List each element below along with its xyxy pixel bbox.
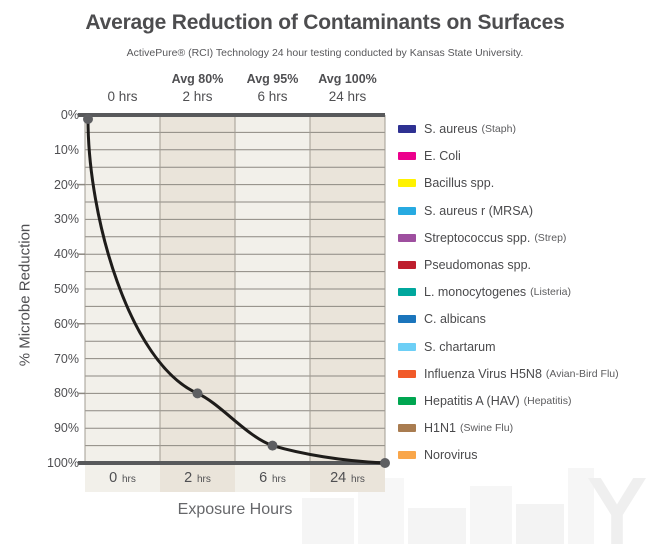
- legend-item: L. monocytogenes (Listeria): [398, 284, 619, 300]
- x-label-unit: hrs: [348, 474, 365, 485]
- legend-label: E. Coli: [424, 149, 461, 164]
- data-point: [192, 388, 203, 399]
- x-axis-title: Exposure Hours: [177, 501, 293, 518]
- legend-label: S. aureus: [424, 122, 478, 136]
- chart-title: Average Reduction of Contaminants on Sur…: [85, 11, 565, 34]
- x-label-value: 2: [184, 470, 193, 486]
- legend-swatch-icon: [398, 260, 416, 269]
- legend-sublabel: (Avian-Bird Flu): [545, 367, 619, 380]
- legend-item: Norovirus: [398, 447, 619, 463]
- legend-label: H1N1: [424, 421, 456, 436]
- legend-label: Norovirus: [424, 448, 478, 463]
- legend-sublabel: (Hepatitis): [523, 394, 572, 407]
- legend-sublabel: (Strep): [534, 231, 567, 244]
- legend-swatch-icon: [398, 369, 416, 378]
- legend-label: S. chartarum: [424, 339, 496, 354]
- legend-swatch-icon: [398, 342, 416, 351]
- column-header-hours: 0 hrs: [107, 89, 138, 104]
- x-axis-label: 6 hrs: [235, 466, 310, 492]
- column-header: Avg 80% 2 hrs: [160, 70, 235, 106]
- legend-item: Influenza Virus H5N8 (Avian-Bird Flu): [398, 366, 619, 382]
- column-header: Avg 100% 24 hrs: [310, 70, 385, 106]
- legend-label: Hepatitis A (HAV): [424, 393, 520, 408]
- legend-item: S. chartarum: [398, 339, 619, 355]
- legend: S. aureus (Staph) E. Coli Bacillus spp. S. a…: [398, 121, 619, 474]
- legend-item: S. aureus r (MRSA): [398, 203, 619, 219]
- x-label-unit: hrs: [119, 474, 136, 485]
- x-label-band: [160, 463, 235, 492]
- legend-label: Bacillus spp.: [424, 176, 495, 191]
- plot-area: [78, 113, 390, 492]
- legend-label: S. aureus r (MRSA): [424, 203, 534, 218]
- data-point: [380, 458, 390, 468]
- x-label-value: 6: [259, 470, 268, 486]
- legend-label: Streptococcus spp.: [424, 230, 531, 245]
- x-label-value: 0: [109, 470, 118, 486]
- legend-item: Streptococcus spp. (Strep): [398, 230, 619, 246]
- legend-swatch-icon: [398, 233, 416, 242]
- column-header-avg: Avg 80%: [171, 72, 224, 86]
- legend-label: L. monocytogenes: [424, 285, 527, 300]
- x-label-unit: hrs: [194, 474, 211, 485]
- column-header: Avg 95% 6 hrs: [235, 70, 310, 106]
- legend-sublabel: (Swine Flu): [459, 422, 514, 435]
- legend-sublabel: (Staph): [481, 123, 516, 135]
- legend-swatch-icon: [398, 179, 416, 188]
- column-header-hours: 24 hrs: [328, 89, 367, 104]
- y-axis-tick: 0%: [60, 108, 79, 122]
- legend-swatch-icon: [398, 206, 416, 215]
- x-label-unit: hrs: [269, 474, 286, 485]
- column-header-hours: 2 hrs: [182, 89, 213, 104]
- legend-label: Pseudomonas spp.: [424, 257, 532, 272]
- legend-swatch-icon: [398, 315, 416, 324]
- legend-swatch-icon: [398, 396, 416, 405]
- chart-subtitle: ActivePure® (RCI) Technology 24 hour tes…: [126, 47, 524, 59]
- column-header: 0 hrs: [85, 70, 160, 106]
- data-point: [267, 440, 278, 451]
- legend-item: Bacillus spp.: [398, 175, 619, 191]
- legend-item: Hepatitis A (HAV) (Hepatitis): [398, 393, 619, 409]
- x-label-value: 24: [330, 470, 347, 486]
- y-axis-tick: 30%: [53, 212, 79, 227]
- x-axis-label: 24 hrs: [310, 466, 385, 492]
- legend-swatch-icon: [398, 152, 416, 161]
- legend-item: Pseudomonas spp.: [398, 257, 619, 273]
- column-header-avg: [85, 70, 160, 88]
- column-header-avg: Avg 100%: [318, 72, 377, 86]
- column-header-hours: 6 hrs: [257, 89, 288, 104]
- y-axis-tick: 80%: [53, 386, 79, 401]
- column-header-avg: Avg 95%: [246, 72, 299, 86]
- legend-swatch-icon: [398, 451, 416, 460]
- y-axis-tick: 90%: [53, 421, 79, 436]
- legend-swatch-icon: [398, 125, 416, 133]
- legend-swatch-icon: [398, 288, 416, 297]
- x-label-band: [310, 463, 385, 492]
- legend-item: H1N1 (Swine Flu): [398, 420, 619, 436]
- y-axis-tick: 10%: [53, 142, 79, 157]
- y-axis-tick: 60%: [53, 316, 79, 331]
- legend-sublabel: (Listeria): [530, 286, 571, 299]
- x-axis-label: 0 hrs: [85, 466, 160, 492]
- y-axis-tick: 100%: [47, 456, 79, 470]
- legend-item: E. Coli: [398, 148, 619, 164]
- y-axis-tick: 70%: [53, 351, 79, 366]
- y-axis-tick: 40%: [53, 247, 79, 262]
- x-label-band: [85, 463, 160, 492]
- y-axis-tick: 20%: [53, 177, 79, 192]
- y-axis-tick: 50%: [53, 282, 79, 296]
- reduction-curve: [86, 117, 387, 465]
- legend-swatch-icon: [398, 424, 416, 433]
- legend-item: C. albicans: [398, 311, 619, 327]
- x-label-band: [235, 463, 310, 492]
- legend-item: S. aureus (Staph): [398, 121, 619, 137]
- legend-label: Influenza Virus H5N8: [424, 366, 542, 381]
- x-axis-label: 2 hrs: [160, 466, 235, 492]
- data-point: [83, 114, 93, 124]
- legend-label: C. albicans: [424, 312, 486, 327]
